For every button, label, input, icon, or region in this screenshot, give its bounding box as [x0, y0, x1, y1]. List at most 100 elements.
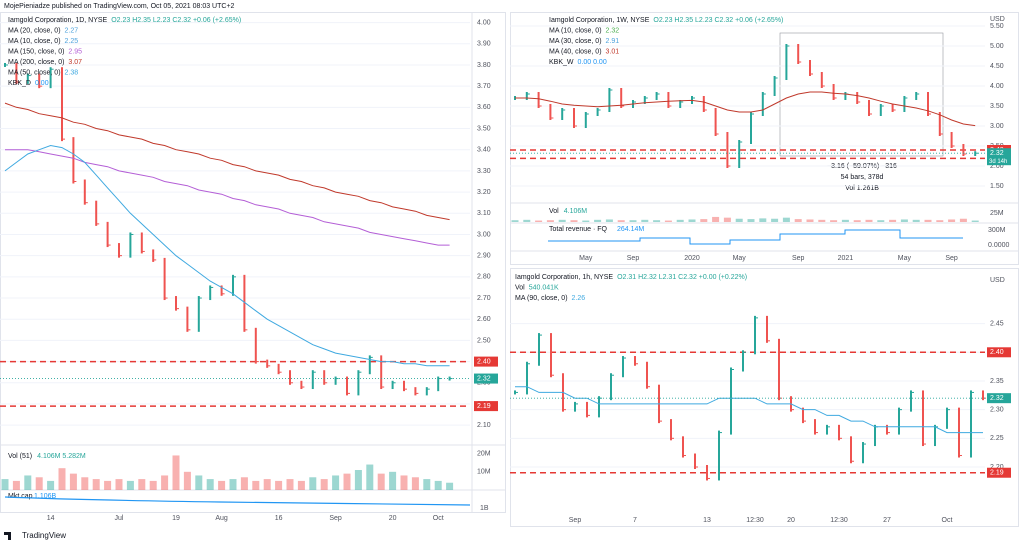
volume-bar: [818, 219, 826, 222]
last-price-label: 2.32: [990, 395, 1004, 402]
last-price-label: 2.32: [477, 375, 491, 382]
logo: [4, 532, 11, 540]
legend-name: MA (90, close, 0): [515, 295, 568, 302]
y-tick-label: 2.90: [477, 253, 491, 260]
vol-value: 4.106M 5.282M: [37, 453, 86, 460]
volume-bar: [747, 219, 755, 222]
mktcap-name: Mkt cap: [8, 493, 33, 500]
y-tick-label: 2.60: [477, 316, 491, 323]
y-tick-label: 5.00: [990, 43, 1004, 50]
y-tick-label: 2.10: [477, 422, 491, 429]
volume-bar: [594, 219, 602, 222]
volume-bar: [959, 218, 967, 222]
volume-bar: [115, 479, 123, 490]
x-tick-label: 20: [389, 515, 397, 522]
volume-bar: [138, 479, 146, 490]
legend-value: 2.32: [606, 27, 620, 34]
x-tick-label: Sep: [792, 255, 805, 262]
legend-value: 0.00 0.00: [578, 59, 607, 66]
volume-bar: [297, 480, 305, 490]
level-label: 2.19: [477, 403, 491, 410]
y-tick-label: 4.50: [990, 63, 1004, 70]
y-tick-label: 2.45: [990, 320, 1004, 327]
y-tick-label: 3.00: [477, 231, 491, 238]
volume-bar: [782, 217, 790, 222]
mktcap-tick: 1B: [480, 505, 489, 512]
y-tick-label: 2.50: [477, 337, 491, 344]
y-tick-label: 3.30: [477, 168, 491, 175]
x-tick-label: 14: [47, 515, 55, 522]
legend-name: Iamgold Corporation, 1h, NYSE: [515, 274, 613, 281]
x-tick-label: 16: [275, 515, 283, 522]
volume-bar: [948, 219, 956, 222]
ma-line: [515, 91, 976, 127]
x-tick-label: May: [898, 255, 912, 262]
y-tick-label: 3.10: [477, 210, 491, 217]
legend-value: O2.31 H2.32 L2.31 C2.32 +0.00 (+0.22%): [617, 274, 747, 281]
volume-bar: [759, 218, 767, 222]
x-tick-label: Sep: [627, 255, 640, 262]
level-tag: [474, 356, 498, 367]
volume-bar: [617, 220, 625, 222]
legend-value: 3.01: [606, 48, 620, 55]
revenue-value: 264.14M: [617, 226, 644, 233]
y-tick-label: 1.50: [990, 183, 1004, 190]
vol-tick-label: 25M: [990, 210, 1004, 217]
volume-bar: [664, 220, 672, 222]
y-tick-label: 3.20: [477, 189, 491, 196]
x-tick-label: Sep: [329, 515, 342, 522]
volume-bar: [806, 219, 814, 222]
x-tick-label: 27: [883, 517, 891, 524]
volume-bar: [653, 220, 661, 222]
volume-bar: [735, 218, 743, 222]
y-tick-label: 3.50: [990, 103, 1004, 110]
revenue-tick: 0.0000: [988, 242, 1010, 249]
last-price-label: 2.32: [990, 150, 1004, 157]
volume-bar: [446, 482, 454, 490]
level-label: 2.40: [990, 349, 1004, 356]
volume-bar: [582, 220, 590, 222]
volume-bar: [558, 219, 566, 222]
volume-bar: [511, 220, 519, 222]
vol-name: Vol (51): [8, 453, 32, 460]
x-tick-label: 19: [172, 515, 180, 522]
volume-bar: [24, 475, 32, 490]
ma-line: [4, 144, 450, 367]
legend-name: MA (20, close, 0): [8, 27, 61, 34]
volume-bar: [263, 479, 271, 490]
volume-bar: [423, 479, 431, 490]
legend-value: 2.25: [65, 38, 79, 45]
volume-bar: [332, 475, 340, 490]
revenue-line: [548, 229, 963, 245]
volume-bar: [366, 464, 374, 490]
legend-name: MA (50, close, 0): [8, 69, 61, 76]
volume-bar: [605, 219, 613, 222]
unit-label: USD: [990, 277, 1005, 284]
volume-bar: [971, 220, 979, 222]
volume-bar: [309, 477, 317, 490]
ma-line: [5, 149, 450, 246]
y-tick-label: 3.60: [477, 104, 491, 111]
volume-bar: [275, 480, 283, 490]
y-tick-label: 3.50: [477, 125, 491, 132]
left-panel-frame: [0, 12, 506, 513]
unit-label: USD: [990, 16, 1005, 23]
top-right-panel-frame: [510, 12, 1019, 265]
volume-bar: [252, 480, 260, 490]
y-tick-label: 3.40: [477, 147, 491, 154]
volume-bar: [865, 219, 873, 222]
measure-text: 54 bars, 378d: [841, 174, 884, 181]
volume-bar: [411, 477, 419, 490]
x-tick-label: Oct: [942, 517, 953, 524]
volume-bar: [35, 477, 43, 490]
legend-name: MA (10, close, 0): [8, 38, 61, 45]
countdown: 3d 14h: [989, 159, 1007, 165]
volume-bar: [161, 475, 169, 490]
bottom-right-panel-frame: [510, 268, 1019, 527]
y-tick-label: 3.00: [990, 123, 1004, 130]
volume-bar: [912, 219, 920, 222]
volume-bar: [104, 480, 112, 490]
legend-name: MA (200, close, 0): [8, 59, 64, 66]
